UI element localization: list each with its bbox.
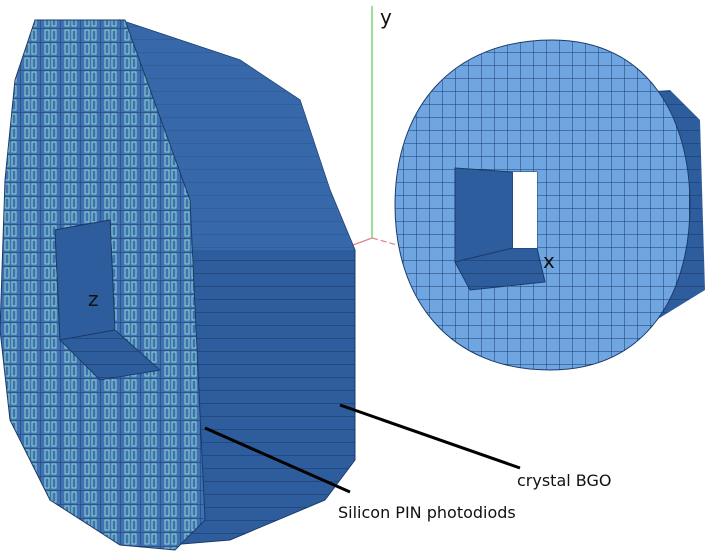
y-axis-label: y — [380, 5, 392, 29]
crystal-label: crystal BGO — [517, 471, 611, 490]
left-bore-floor — [58, 329, 162, 381]
detector-right — [394, 39, 705, 371]
left-bore-inner — [54, 219, 116, 341]
detector-left — [0, 19, 356, 551]
right-bore-floor — [454, 247, 546, 291]
right-bore-side — [454, 167, 514, 263]
right-ring-face — [394, 39, 691, 371]
photodiode-label: Silicon PIN photodiods — [338, 503, 516, 522]
crystal-leader-line — [339, 403, 521, 470]
x-axis-label: x — [543, 249, 555, 273]
right-bore-hole — [513, 172, 537, 248]
photodiode-leader-line — [204, 426, 351, 494]
z-axis-label: z — [88, 287, 99, 311]
